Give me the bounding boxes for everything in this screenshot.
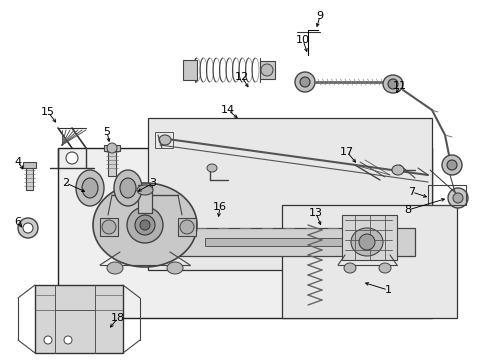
Ellipse shape — [452, 193, 462, 203]
Text: 13: 13 — [308, 208, 323, 218]
Ellipse shape — [387, 79, 397, 89]
Ellipse shape — [44, 336, 52, 344]
Ellipse shape — [382, 75, 402, 93]
Text: 5: 5 — [103, 127, 110, 137]
Bar — [204, 238, 345, 246]
Bar — [104, 145, 120, 151]
Ellipse shape — [23, 223, 33, 233]
Ellipse shape — [447, 188, 467, 208]
Ellipse shape — [180, 220, 194, 234]
Ellipse shape — [107, 143, 117, 153]
Text: 14: 14 — [221, 105, 235, 115]
Bar — [178, 218, 196, 236]
Bar — [183, 60, 197, 80]
Ellipse shape — [120, 178, 136, 198]
Text: 6: 6 — [15, 217, 21, 227]
Text: 7: 7 — [407, 187, 415, 197]
Ellipse shape — [391, 165, 403, 175]
Text: 1: 1 — [384, 285, 391, 295]
Text: 8: 8 — [404, 205, 411, 215]
Ellipse shape — [167, 262, 183, 274]
Ellipse shape — [135, 215, 155, 235]
Ellipse shape — [378, 263, 390, 273]
Ellipse shape — [261, 64, 272, 76]
Ellipse shape — [18, 218, 38, 238]
Text: 10: 10 — [295, 35, 309, 45]
Ellipse shape — [127, 207, 163, 243]
Bar — [120, 228, 414, 256]
Bar — [26, 165, 33, 190]
Text: 3: 3 — [149, 178, 156, 188]
Ellipse shape — [350, 228, 382, 256]
Text: 11: 11 — [392, 81, 406, 91]
Ellipse shape — [137, 185, 153, 195]
Ellipse shape — [107, 262, 123, 274]
Ellipse shape — [358, 234, 374, 250]
Bar — [282, 205, 456, 318]
Bar — [427, 185, 465, 205]
Ellipse shape — [64, 336, 72, 344]
Text: 18: 18 — [111, 313, 125, 323]
Ellipse shape — [159, 135, 171, 145]
Bar — [345, 230, 389, 255]
Ellipse shape — [93, 183, 197, 267]
Ellipse shape — [441, 155, 461, 175]
Ellipse shape — [102, 220, 116, 234]
Bar — [138, 185, 152, 213]
Bar — [35, 285, 123, 353]
Ellipse shape — [343, 263, 355, 273]
Ellipse shape — [82, 178, 98, 198]
Text: 4: 4 — [15, 157, 21, 167]
Ellipse shape — [114, 170, 142, 206]
Bar — [260, 61, 274, 79]
Bar — [148, 118, 431, 270]
Bar — [155, 132, 173, 148]
Ellipse shape — [140, 220, 150, 230]
Ellipse shape — [66, 152, 78, 164]
Bar — [100, 218, 118, 236]
Ellipse shape — [76, 170, 104, 206]
Ellipse shape — [299, 77, 309, 87]
Text: 2: 2 — [62, 178, 69, 188]
Text: 12: 12 — [234, 72, 248, 82]
Bar — [341, 215, 396, 260]
Text: 17: 17 — [339, 147, 353, 157]
Bar — [58, 148, 431, 318]
Text: 9: 9 — [316, 11, 323, 21]
Text: 15: 15 — [41, 107, 55, 117]
Text: 16: 16 — [213, 202, 226, 212]
Ellipse shape — [446, 160, 456, 170]
Ellipse shape — [206, 164, 217, 172]
Bar — [108, 148, 116, 176]
Ellipse shape — [294, 72, 314, 92]
Bar — [23, 162, 36, 168]
